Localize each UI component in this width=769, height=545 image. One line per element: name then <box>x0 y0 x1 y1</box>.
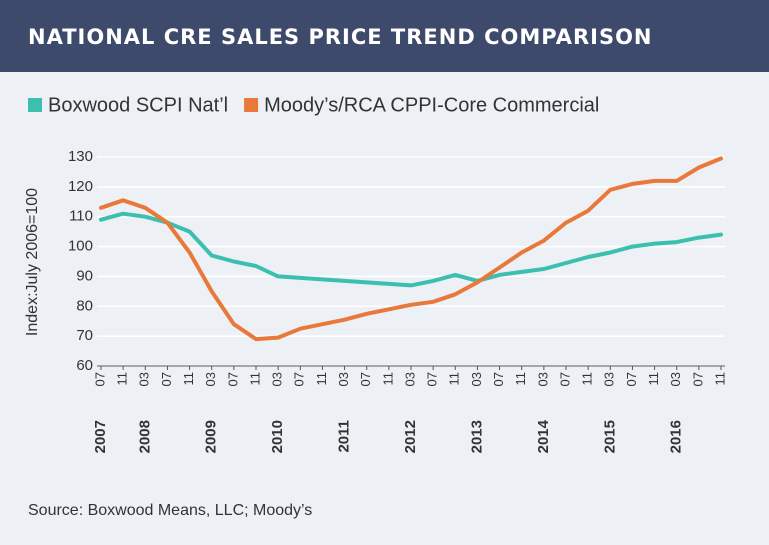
x-tick-label: 03 <box>668 372 683 386</box>
y-tick-label: 120 <box>68 178 93 195</box>
x-tick-label: 03 <box>270 372 285 386</box>
y-tick-label: 70 <box>76 327 93 344</box>
year-label: 2014 <box>535 419 552 453</box>
x-tick-label: 07 <box>425 372 440 386</box>
x-tick-label: 03 <box>469 372 484 386</box>
legend-label: Boxwood SCPI Nat’l <box>48 94 228 116</box>
year-label: 2015 <box>601 420 618 453</box>
header-band <box>0 0 769 72</box>
legend-label: Moody’s/RCA CPPI-Core Commercial <box>264 94 599 116</box>
x-tick-label: 07 <box>690 372 705 386</box>
x-tick-label: 03 <box>203 372 218 386</box>
series-line <box>99 211 723 288</box>
x-tick-label: 07 <box>358 372 373 386</box>
chart-title: NATIONAL CRE SALES PRICE TREND COMPARISO… <box>28 25 653 49</box>
x-tick-label: 07 <box>292 372 307 386</box>
x-tick-label: 11 <box>513 372 528 386</box>
year-label: 2013 <box>468 420 485 453</box>
year-label: 2016 <box>668 420 685 453</box>
year-label: 2012 <box>402 420 419 453</box>
x-tick-label: 07 <box>557 372 572 386</box>
year-label: 2008 <box>136 420 153 453</box>
source-note: Source: Boxwood Means, LLC; Moody’s <box>28 502 312 519</box>
x-tick-label: 11 <box>314 372 329 386</box>
y-tick-label: 130 <box>68 148 93 165</box>
year-label: 2007 <box>92 420 109 453</box>
y-tick-label: 110 <box>69 208 93 225</box>
x-tick-label: 11 <box>181 372 196 386</box>
year-label: 2011 <box>336 420 353 453</box>
x-tick-label: 03 <box>402 372 417 386</box>
x-tick-label: 07 <box>624 372 639 386</box>
x-tick-label: 11 <box>646 372 661 386</box>
legend-swatch <box>28 98 42 112</box>
x-tick-label: 03 <box>602 372 617 386</box>
year-label: 2010 <box>269 420 286 453</box>
y-tick-label: 90 <box>76 267 93 284</box>
x-tick-label: 07 <box>225 372 240 386</box>
x-tick-label: 07 <box>491 372 506 386</box>
x-tick-label: 11 <box>580 372 595 386</box>
x-tick-label: 03 <box>336 372 351 386</box>
y-axis-label: Index:July 2006=100 <box>24 188 41 336</box>
x-tick-label: 03 <box>137 372 152 386</box>
x-tick-label: 11 <box>447 372 462 386</box>
x-tick-label: 11 <box>115 372 130 386</box>
x-tick-label: 03 <box>535 372 550 386</box>
year-label: 2009 <box>203 420 220 453</box>
series-line <box>99 156 723 342</box>
x-tick-label: 11 <box>712 372 727 386</box>
x-tick-label: 11 <box>247 372 262 386</box>
y-tick-label: 100 <box>68 238 93 255</box>
y-tick-label: 60 <box>76 357 93 374</box>
x-tick-label: 07 <box>92 372 107 386</box>
y-tick-label: 80 <box>76 297 93 314</box>
legend-swatch <box>244 98 259 112</box>
x-tick-label: 11 <box>380 372 395 386</box>
x-tick-label: 07 <box>159 372 174 386</box>
